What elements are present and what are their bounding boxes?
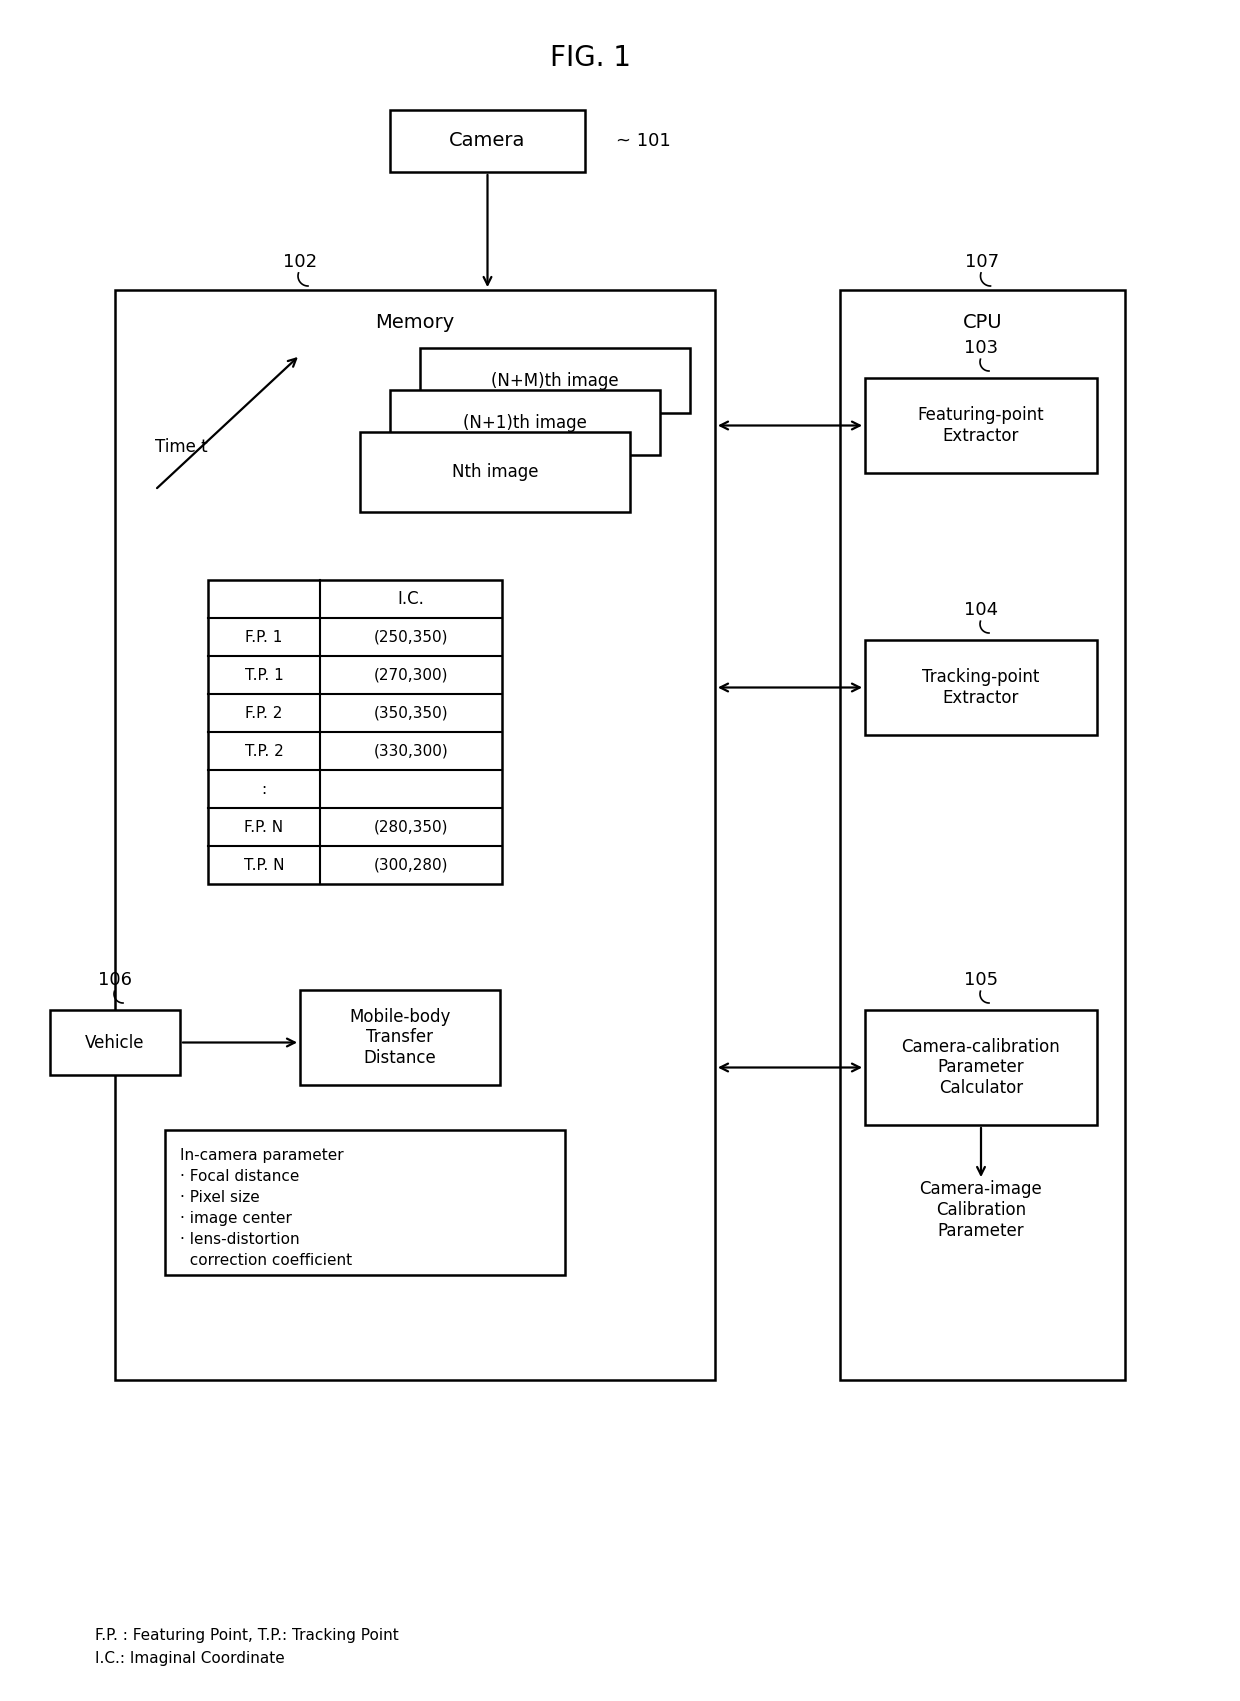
Text: 105: 105 (963, 971, 998, 988)
Text: (N+M)th image: (N+M)th image (491, 371, 619, 390)
Text: Nth image: Nth image (451, 463, 538, 481)
Text: Camera-image
Calibration
Parameter: Camera-image Calibration Parameter (920, 1180, 1043, 1240)
Text: Time t: Time t (155, 437, 207, 456)
Text: Tracking-point
Extractor: Tracking-point Extractor (923, 668, 1039, 708)
Text: (280,350): (280,350) (373, 820, 448, 835)
Text: Mobile-body
Transfer
Distance: Mobile-body Transfer Distance (350, 1007, 450, 1067)
Bar (391, 111, 585, 172)
Text: · Pixel size: · Pixel size (180, 1191, 259, 1204)
Text: 102: 102 (283, 253, 317, 270)
Bar (866, 1010, 1097, 1124)
Text: (300,280): (300,280) (373, 857, 448, 873)
Text: F.P. : Featuring Point, T.P.: Tracking Point: F.P. : Featuring Point, T.P.: Tracking P… (95, 1628, 399, 1643)
Text: (270,300): (270,300) (373, 667, 448, 682)
Text: Vehicle: Vehicle (86, 1034, 145, 1051)
Text: T.P. 2: T.P. 2 (244, 743, 284, 759)
Text: T.P. N: T.P. N (244, 857, 284, 873)
Text: · image center: · image center (180, 1211, 291, 1226)
Bar (866, 378, 1097, 473)
Text: :: : (262, 781, 267, 796)
Text: 103: 103 (963, 338, 998, 357)
Text: I.C.: I.C. (398, 590, 424, 607)
Text: F.P. N: F.P. N (244, 820, 284, 835)
Bar (208, 580, 502, 885)
Bar (866, 640, 1097, 735)
Text: (350,350): (350,350) (373, 706, 449, 721)
Bar (360, 432, 630, 512)
Text: Camera: Camera (449, 131, 526, 150)
Text: 106: 106 (98, 971, 131, 988)
Text: Featuring-point
Extractor: Featuring-point Extractor (918, 407, 1044, 446)
Bar (420, 349, 689, 413)
Text: FIG. 1: FIG. 1 (549, 44, 630, 71)
Bar (115, 289, 715, 1380)
Text: correction coefficient: correction coefficient (180, 1254, 352, 1267)
Text: (250,350): (250,350) (373, 629, 448, 645)
Text: T.P. 1: T.P. 1 (244, 667, 284, 682)
Text: CPU: CPU (962, 313, 1002, 332)
Text: 107: 107 (966, 253, 999, 270)
Bar (391, 390, 660, 454)
Text: I.C.: Imaginal Coordinate: I.C.: Imaginal Coordinate (95, 1650, 285, 1665)
Text: · lens-distortion: · lens-distortion (180, 1232, 300, 1247)
Text: In-camera parameter: In-camera parameter (180, 1148, 343, 1163)
Text: ~ 101: ~ 101 (615, 133, 671, 150)
Bar (50, 1010, 180, 1075)
Text: · Focal distance: · Focal distance (180, 1169, 299, 1184)
Text: 104: 104 (963, 600, 998, 619)
Text: F.P. 2: F.P. 2 (246, 706, 283, 721)
Text: Camera-calibration
Parameter
Calculator: Camera-calibration Parameter Calculator (901, 1038, 1060, 1097)
Bar (165, 1129, 565, 1276)
Text: F.P. 1: F.P. 1 (246, 629, 283, 645)
Text: (N+1)th image: (N+1)th image (463, 413, 587, 432)
Bar (300, 990, 500, 1085)
Text: (330,300): (330,300) (373, 743, 449, 759)
Bar (839, 289, 1125, 1380)
Text: Memory: Memory (376, 313, 455, 332)
